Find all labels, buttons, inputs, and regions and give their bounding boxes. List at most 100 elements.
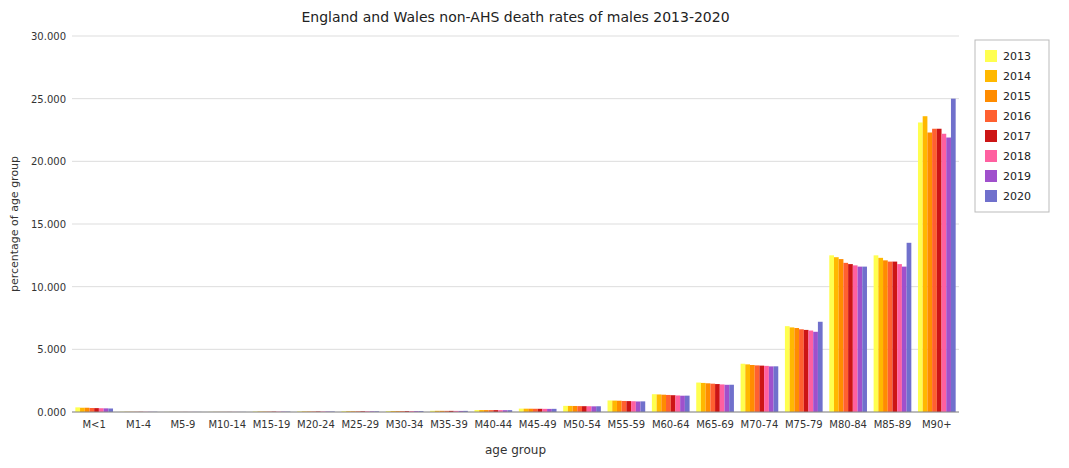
- bar: [790, 327, 795, 412]
- y-axis-label: percentage of age group: [8, 156, 21, 292]
- bar: [799, 329, 804, 412]
- bar: [80, 408, 85, 412]
- grid-line: [72, 98, 959, 99]
- legend-swatch: [985, 50, 997, 62]
- bar: [710, 384, 715, 412]
- x-tick-label: M35-39: [430, 419, 468, 430]
- bar: [661, 395, 666, 412]
- bar: [923, 116, 928, 412]
- legend-label: 2016: [1003, 110, 1031, 123]
- bar: [741, 364, 746, 412]
- bar: [918, 122, 923, 412]
- x-tick-label: M75-79: [785, 419, 823, 430]
- bar: [750, 365, 755, 412]
- bar: [563, 406, 568, 412]
- legend-swatch: [985, 70, 997, 82]
- title: England and Wales non-AHS death rates of…: [301, 9, 729, 25]
- x-tick-label: M10-14: [208, 419, 246, 430]
- bar: [834, 257, 839, 412]
- bar: [951, 99, 956, 412]
- bar: [774, 366, 779, 412]
- bar: [729, 385, 734, 412]
- bar: [573, 406, 578, 412]
- chart: England and Wales non-AHS death rates of…: [0, 0, 1069, 468]
- bar: [75, 407, 80, 412]
- x-tick-label: M20-24: [297, 419, 335, 430]
- y-tick-label: 30.000: [31, 31, 66, 42]
- x-tick-label: M55-59: [608, 419, 646, 430]
- bar: [685, 396, 690, 412]
- bar: [724, 385, 729, 412]
- bar: [878, 258, 883, 412]
- legend-swatch: [985, 110, 997, 122]
- bar: [519, 409, 524, 412]
- bar: [755, 365, 760, 412]
- x-tick-label: M1-4: [126, 419, 151, 430]
- x-tick-label: M5-9: [170, 419, 195, 430]
- x-tick-label: M50-54: [563, 419, 601, 430]
- bar: [641, 401, 646, 412]
- bar: [612, 401, 617, 412]
- legend-swatch: [985, 90, 997, 102]
- bar: [818, 322, 823, 412]
- x-tick-label: M60-64: [652, 419, 690, 430]
- bar: [829, 255, 834, 412]
- x-tick-label: M70-74: [741, 419, 779, 430]
- bar: [897, 264, 902, 412]
- legend-label: 2014: [1003, 70, 1031, 83]
- bar: [706, 383, 711, 412]
- x-axis-line: [72, 412, 959, 413]
- bar: [622, 401, 627, 412]
- bar: [927, 133, 932, 412]
- bar: [715, 384, 720, 412]
- y-tick-label: 15.000: [31, 219, 66, 230]
- bar: [671, 395, 676, 412]
- bar: [85, 408, 90, 412]
- bar: [892, 262, 897, 412]
- legend-box: [975, 40, 1049, 212]
- legend-label: 2019: [1003, 170, 1031, 183]
- bar: [680, 396, 685, 412]
- legend-label: 2018: [1003, 150, 1031, 163]
- bar: [577, 406, 582, 412]
- x-tick-label: M30-34: [386, 419, 424, 430]
- bar: [874, 255, 879, 412]
- legend-label: 2020: [1003, 190, 1031, 203]
- bar: [94, 408, 99, 412]
- bar: [843, 263, 848, 412]
- x-tick-label: M80-84: [829, 419, 867, 430]
- bar: [848, 264, 853, 412]
- bar: [720, 384, 725, 412]
- bar: [587, 406, 592, 412]
- x-axis-label: age group: [485, 443, 546, 457]
- y-tick-label: 25.000: [31, 94, 66, 105]
- bar: [617, 401, 622, 412]
- bar: [666, 395, 671, 412]
- y-tick-label: 0.000: [37, 407, 66, 418]
- bar: [108, 408, 113, 412]
- bar: [675, 395, 680, 412]
- grid-line: [72, 349, 959, 350]
- bar: [99, 408, 104, 412]
- x-tick-label: M45-49: [519, 419, 557, 430]
- bar: [883, 260, 888, 412]
- bar: [596, 406, 601, 412]
- bar: [907, 243, 912, 412]
- legend-label: 2015: [1003, 90, 1031, 103]
- bars: [75, 99, 955, 412]
- bar: [764, 366, 769, 412]
- bar: [808, 331, 813, 412]
- bar: [759, 366, 764, 412]
- legend-label: 2017: [1003, 130, 1031, 143]
- bar: [853, 265, 858, 412]
- grid-line: [72, 161, 959, 162]
- bar: [862, 267, 867, 412]
- bar: [858, 267, 863, 412]
- bar: [785, 326, 790, 412]
- x-tick-label: M15-19: [253, 419, 291, 430]
- bar: [568, 406, 573, 412]
- grid-line: [72, 286, 959, 287]
- legend-label: 2013: [1003, 50, 1031, 63]
- legend-swatch: [985, 130, 997, 142]
- bar: [937, 129, 942, 412]
